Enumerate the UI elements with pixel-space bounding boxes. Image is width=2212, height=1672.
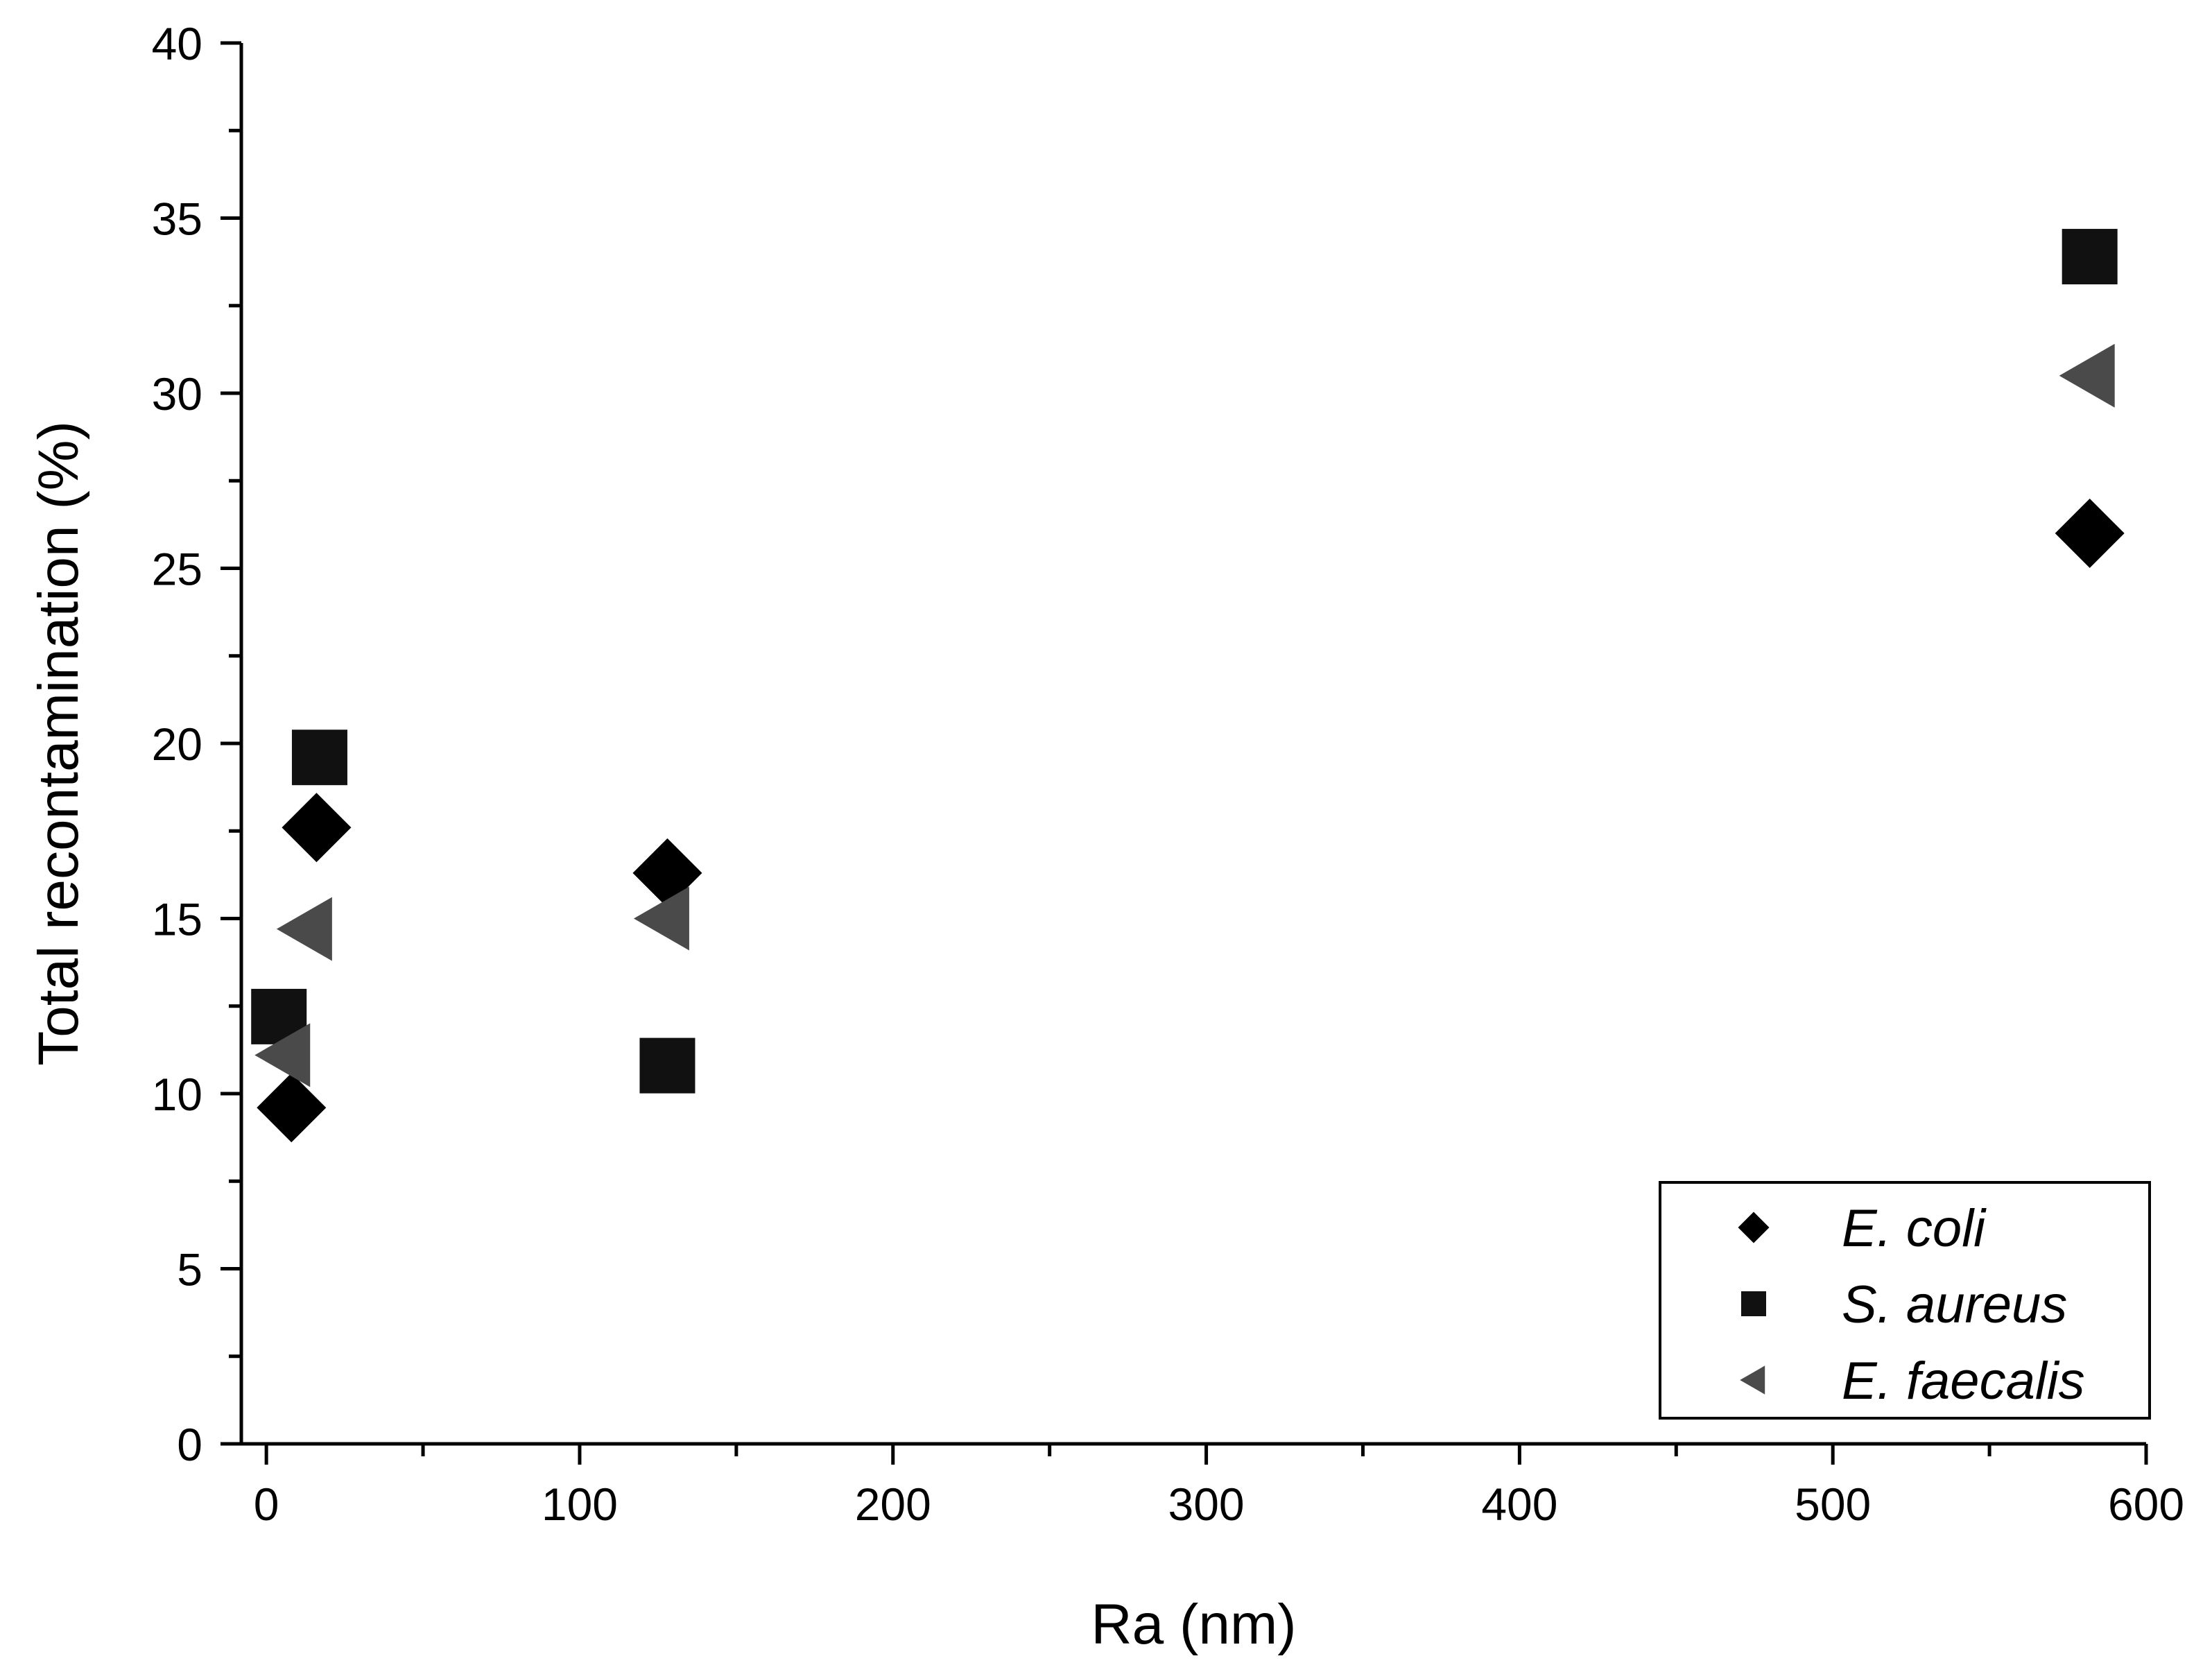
y-axis-title: Total recontamination (%) <box>27 421 90 1066</box>
legend-label: S. aureus <box>1842 1275 2067 1334</box>
x-tick-label: 400 <box>1481 1479 1557 1530</box>
legend-marker <box>1738 1212 1770 1243</box>
data-point <box>632 838 702 908</box>
data-point <box>282 793 352 863</box>
x-tick-label: 600 <box>2108 1479 2184 1530</box>
data-point <box>633 886 689 951</box>
x-tick-label: 500 <box>1795 1479 1871 1530</box>
y-tick-label: 0 <box>177 1419 202 1470</box>
legend-marker <box>1740 1365 1765 1395</box>
data-point <box>2059 343 2115 408</box>
y-tick-label: 5 <box>177 1244 202 1295</box>
data-point <box>2055 499 2125 568</box>
data-point <box>257 1073 327 1143</box>
x-tick-label: 0 <box>254 1479 279 1530</box>
x-tick-label: 100 <box>542 1479 618 1530</box>
x-tick-label: 300 <box>1168 1479 1245 1530</box>
y-tick-label: 10 <box>152 1069 202 1120</box>
data-point <box>276 897 332 961</box>
legend-label: E. faecalis <box>1842 1352 2085 1411</box>
legend-label: E. coli <box>1842 1199 1987 1258</box>
ticks: 0 100 200 300 400 500 600 0 5 10 15 20 25 30 35 40 <box>152 18 2184 1530</box>
y-tick-label: 30 <box>152 368 202 420</box>
data-point <box>254 1023 311 1087</box>
y-tick-label: 35 <box>152 193 202 245</box>
x-tick-label: 200 <box>855 1479 931 1530</box>
legend-marker <box>1741 1291 1766 1316</box>
x-axis-title: Ra (nm) <box>1091 1593 1296 1656</box>
data-points <box>251 229 2125 1143</box>
data-point <box>2062 229 2118 285</box>
data-point <box>639 1037 695 1094</box>
y-tick-label: 25 <box>152 544 202 595</box>
series-square <box>251 229 2118 1094</box>
y-tick-label: 20 <box>152 718 202 770</box>
legend: E. coli S. aureus E. faecalis <box>1659 1181 2151 1420</box>
data-point <box>291 730 347 786</box>
series-diamond <box>257 499 2125 1143</box>
series-triangle-left <box>254 343 2115 1087</box>
y-tick-label: 15 <box>152 894 202 945</box>
y-tick-label: 40 <box>152 18 202 69</box>
